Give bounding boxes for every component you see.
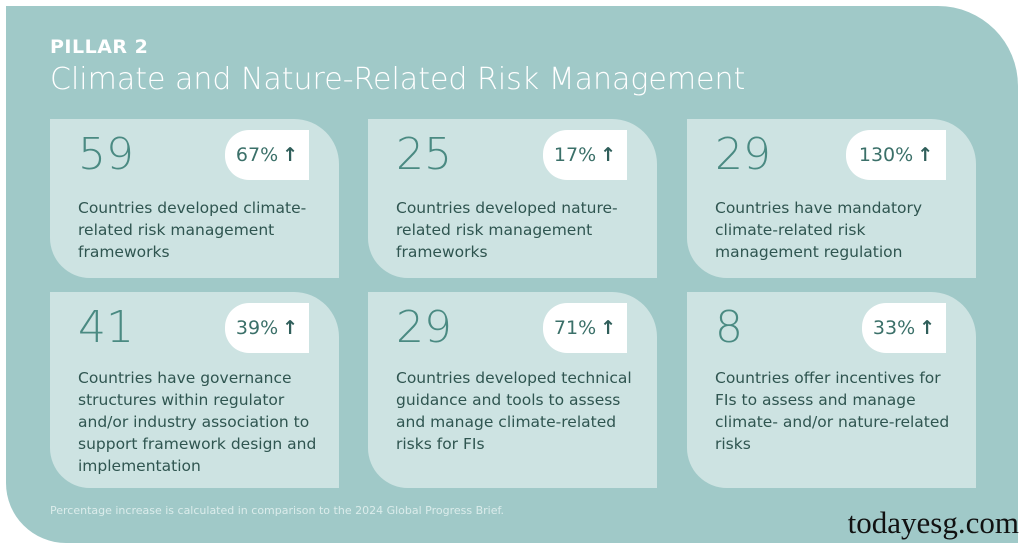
- change-badge: 71% ↑: [543, 303, 627, 353]
- change-badge: 17% ↑: [543, 130, 627, 180]
- change-badge: 67% ↑: [225, 130, 309, 180]
- arrow-up-icon: ↑: [919, 317, 936, 339]
- stat-card: 25 17% ↑ Countries developed nature-relat…: [368, 119, 657, 278]
- stat-description: Countries developed climate-related risk…: [78, 199, 307, 261]
- pillar-label: PILLAR 2: [50, 36, 149, 58]
- pillar-panel: PILLAR 2 Climate and Nature-Related Risk…: [6, 6, 1018, 543]
- stat-card: 29 71% ↑ Countries developed technical gu…: [368, 292, 657, 488]
- stat-description: Countries developed technical guidance a…: [396, 369, 632, 453]
- change-value: 67%: [235, 144, 279, 166]
- stat-card: 59 67% ↑ Countries developed climate-rela…: [50, 119, 339, 278]
- stat-description: Countries offer incentives for FIs to as…: [715, 369, 950, 453]
- stat-number: 59: [78, 129, 134, 180]
- stat-description: Countries developed nature-related risk …: [396, 199, 618, 261]
- footnote: Percentage increase is calculated in com…: [50, 504, 505, 517]
- arrow-up-icon: ↑: [282, 144, 299, 166]
- arrow-up-icon: ↑: [600, 317, 617, 339]
- stat-description: Countries have governance structures wit…: [78, 369, 317, 475]
- watermark: todayesg.com: [847, 505, 1019, 540]
- stat-card: 29 130% ↑ Countries have mandatory climat…: [687, 119, 976, 278]
- stat-card: 8 33% ↑ Countries offer incentives for FI…: [687, 292, 976, 488]
- stat-number: 29: [715, 129, 771, 180]
- change-badge: 130% ↑: [846, 130, 946, 180]
- stat-number: 41: [78, 302, 134, 353]
- change-badge: 33% ↑: [862, 303, 946, 353]
- change-badge: 39% ↑: [225, 303, 309, 353]
- stat-description: Countries have mandatory climate-related…: [715, 199, 923, 261]
- arrow-up-icon: ↑: [600, 144, 617, 166]
- stat-number: 8: [715, 302, 743, 353]
- change-value: 33%: [872, 317, 916, 339]
- page-title: Climate and Nature-Related Risk Manageme…: [50, 62, 746, 97]
- arrow-up-icon: ↑: [282, 317, 299, 339]
- change-value: 39%: [235, 317, 279, 339]
- arrow-up-icon: ↑: [917, 144, 934, 166]
- stat-number: 29: [396, 302, 452, 353]
- change-value: 130%: [858, 144, 914, 166]
- change-value: 17%: [553, 144, 597, 166]
- change-value: 71%: [553, 317, 597, 339]
- stat-number: 25: [396, 129, 452, 180]
- stat-card: 41 39% ↑ Countries have governance struct…: [50, 292, 339, 488]
